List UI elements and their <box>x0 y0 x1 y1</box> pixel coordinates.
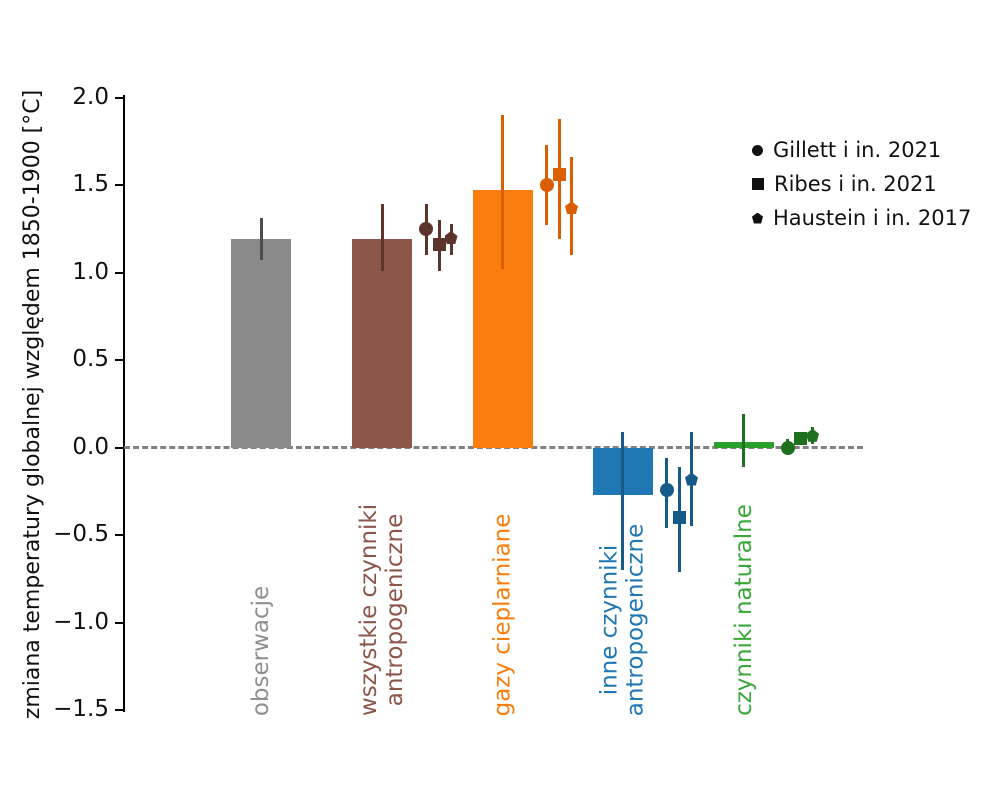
square-marker-icon <box>553 168 566 181</box>
y-tick-label: −0.5 <box>53 521 109 547</box>
y-axis-spine <box>123 95 125 712</box>
error-bar <box>621 431 624 570</box>
circle-marker-icon <box>539 178 554 192</box>
category-label-wszystkie-czynniki-antropogeniczne: wszystkie czynniki antropogeniczne <box>356 503 409 717</box>
bar-obserwacje <box>231 239 291 448</box>
pentagon-marker-icon <box>565 201 578 215</box>
y-tick-label: 0.5 <box>72 346 109 372</box>
y-tick-label: 2.0 <box>72 83 109 110</box>
legend-label: Gillett i in. 2021 <box>773 137 942 162</box>
error-bar <box>742 414 745 467</box>
category-label-obserwacje: obserwacje <box>248 585 275 717</box>
y-tick-mark <box>115 709 123 711</box>
circle-marker-icon <box>659 482 674 497</box>
y-tick-label: −1.5 <box>53 696 109 722</box>
error-bar <box>380 204 384 271</box>
y-tick-label: 0.0 <box>72 433 109 460</box>
bar-wszystkie-czynniki-antropogeniczne <box>352 239 412 448</box>
square-marker-icon <box>794 432 807 446</box>
legend-square-icon <box>752 178 764 190</box>
circle-marker-icon <box>419 221 433 236</box>
legend-label: Ribes i in. 2021 <box>774 171 937 196</box>
legend-entry: Haustein i in. 2017 <box>752 206 971 230</box>
legend-entry: Ribes i in. 2021 <box>752 172 937 196</box>
y-tick-mark <box>115 621 123 624</box>
legend-pentagon-icon <box>752 212 763 224</box>
y-tick-mark <box>115 534 123 536</box>
legend-entry: Gillett i in. 2021 <box>752 138 941 162</box>
square-marker-icon <box>432 238 446 251</box>
legend-circle-icon <box>752 144 763 156</box>
pentagon-marker-icon <box>444 231 458 244</box>
y-tick-mark <box>115 184 123 186</box>
y-tick-mark <box>115 446 123 449</box>
y-tick-mark <box>115 271 123 274</box>
square-marker-icon <box>673 511 686 524</box>
category-label-inne-czynniki-antropogeniczne: inne czynniki antropogeniczne <box>596 523 649 716</box>
legend-label: Haustein i in. 2017 <box>773 205 972 230</box>
error-bar <box>259 218 263 261</box>
y-tick-label: 1.0 <box>72 258 109 285</box>
error-bar <box>501 115 504 269</box>
y-tick-label: −1.0 <box>53 608 109 635</box>
y-tick-mark <box>115 96 123 99</box>
zero-reference-line <box>124 446 863 449</box>
y-tick-label: 1.5 <box>72 171 109 197</box>
category-label-czynniki-naturalne: czynniki naturalne <box>730 504 757 716</box>
pentagon-marker-icon <box>685 472 698 486</box>
y-tick-mark <box>115 359 123 361</box>
pentagon-marker-icon <box>806 428 819 442</box>
circle-marker-icon <box>780 440 795 455</box>
category-label-gazy-cieplarniane: gazy cieplarniane <box>489 513 516 716</box>
